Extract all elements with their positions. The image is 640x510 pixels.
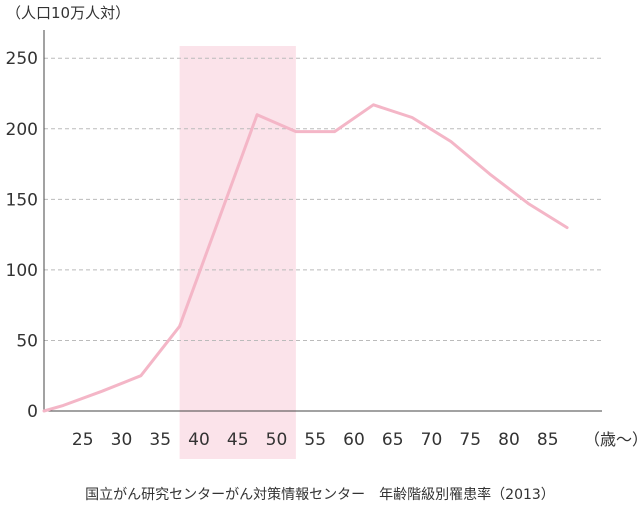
y-tick-label-50: 50 bbox=[16, 331, 38, 351]
y-tick-label-150: 150 bbox=[6, 190, 38, 210]
x-tick-label-65: 65 bbox=[382, 430, 404, 450]
y-tick-label-0: 0 bbox=[27, 402, 38, 422]
x-tick-label-70: 70 bbox=[421, 430, 443, 450]
y-tick-label-100: 100 bbox=[6, 261, 38, 281]
x-tick-label-60: 60 bbox=[343, 430, 365, 450]
x-tick-label-30: 30 bbox=[111, 430, 133, 450]
x-tick-label-25: 25 bbox=[72, 430, 94, 450]
y-tick-label-200: 200 bbox=[6, 120, 38, 140]
y-tick-label-250: 250 bbox=[6, 49, 38, 69]
x-tick-label-35: 35 bbox=[149, 430, 171, 450]
x-tick-label-85: 85 bbox=[537, 430, 559, 450]
x-tick-label-75: 75 bbox=[459, 430, 481, 450]
highlight-band bbox=[179, 46, 296, 459]
line-chart: 0 50 100 150 200 250 25 30 35 40 45 50 55 60 65 70 75 80 8… bbox=[6, 30, 640, 459]
x-tick-label-50: 50 bbox=[266, 430, 288, 450]
x-axis-unit: （歳〜） bbox=[584, 430, 640, 449]
series-line-0 bbox=[42, 103, 569, 413]
x-tick-label-55: 55 bbox=[304, 430, 326, 450]
source-caption: 国立がん研究センターがん対策情報センター 年齢階級別罹患率（2013） bbox=[85, 487, 555, 503]
x-tick-label-80: 80 bbox=[498, 430, 520, 450]
y-axis-label: （人口10万人対） bbox=[6, 4, 131, 22]
x-tick-label-40: 40 bbox=[188, 430, 210, 450]
x-tick-label-45: 45 bbox=[227, 430, 249, 450]
